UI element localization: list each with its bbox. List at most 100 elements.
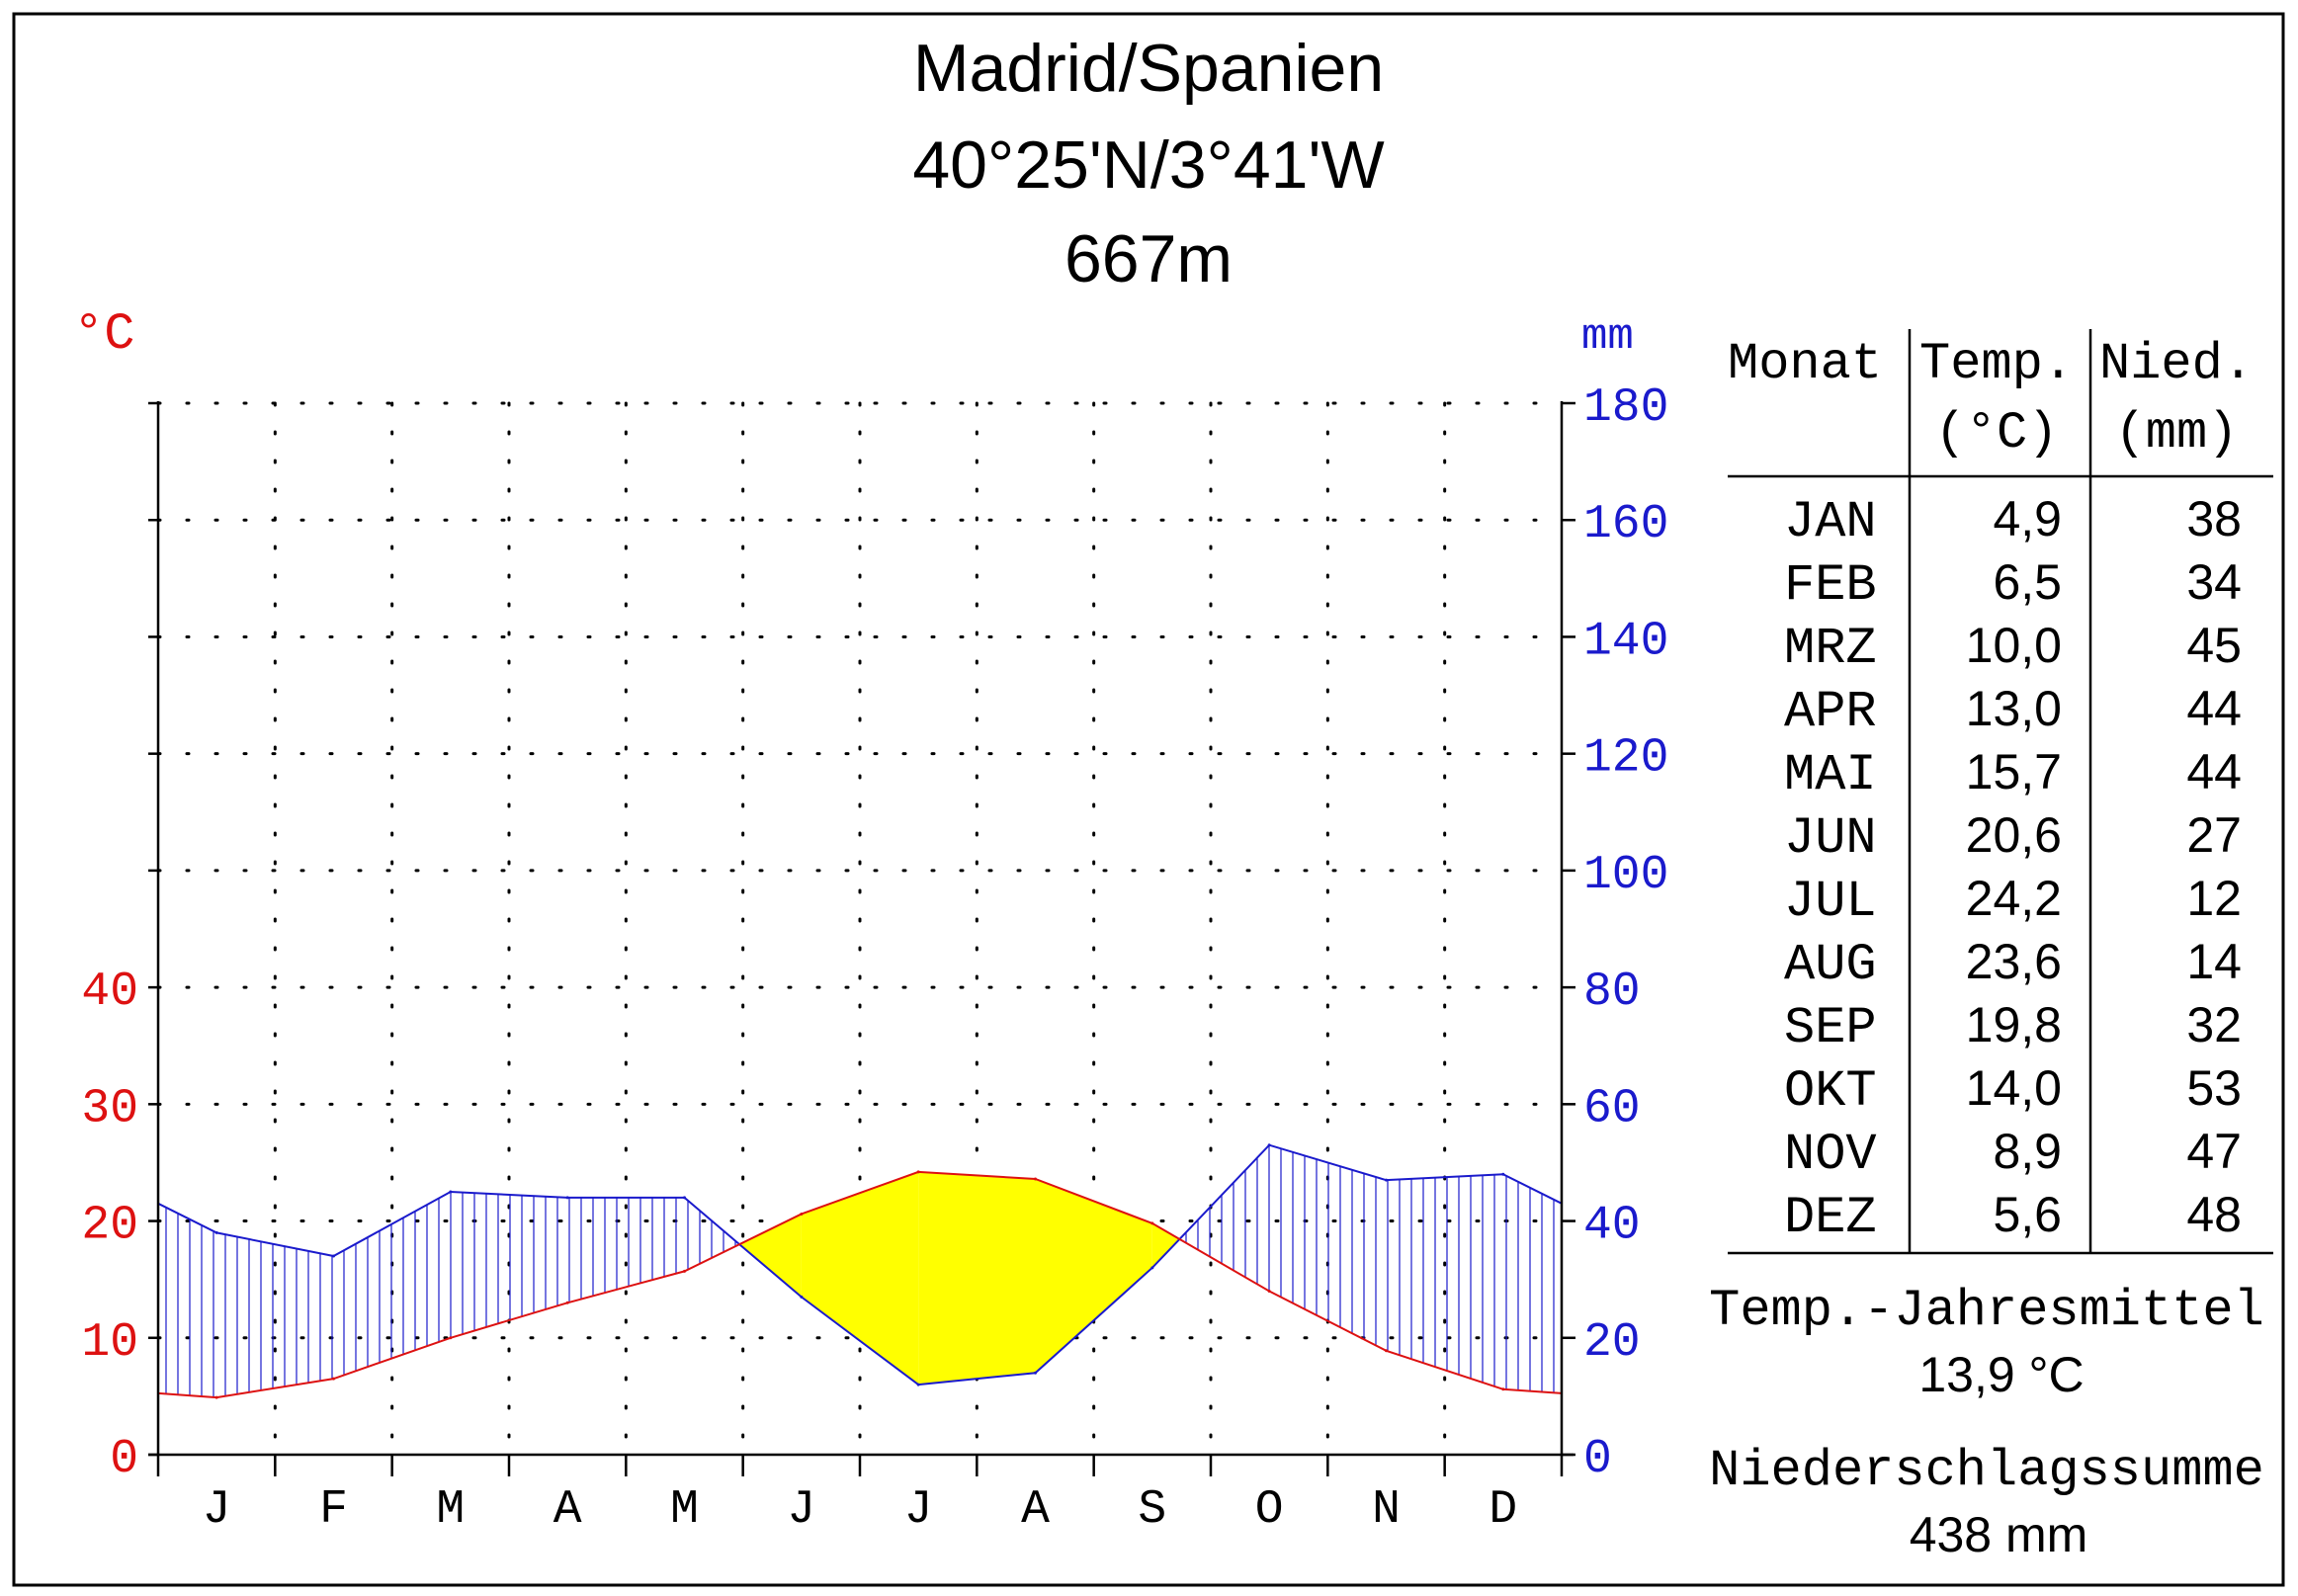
table-cell-prec: 14 (2186, 934, 2242, 989)
temperature-tick-label: 30 (81, 1082, 138, 1135)
table-cell-month: JAN (1784, 493, 1877, 551)
table-header-prec: Nied. (2099, 335, 2254, 393)
table-cell-month: FEB (1784, 556, 1877, 615)
temperature-tick-label: 40 (81, 966, 138, 1019)
precipitation-unit-label: mm (1581, 312, 1634, 362)
annual-prec-label: Niederschlagssumme (1709, 1442, 2264, 1500)
table-cell-month: JUN (1784, 809, 1877, 868)
table-cell-prec: 45 (2186, 618, 2242, 673)
table-header-month: Monat (1728, 335, 1882, 393)
table-cell-temp: 6,5 (1993, 554, 2062, 610)
table-row: APR 13,0 44 (1784, 681, 2242, 741)
month-label: M (436, 1483, 465, 1537)
precipitation-point (916, 1383, 920, 1386)
climate-table: Monat Temp. (°C) Nied. (mm) JAN 4,9 38 FEB 6… (1709, 329, 2273, 1562)
precipitation-point (1501, 1172, 1505, 1176)
temperature-point (1385, 1349, 1388, 1353)
table-cell-month: NOV (1784, 1126, 1877, 1184)
dry-season-area (1035, 1178, 1152, 1374)
temperature-point (214, 1395, 218, 1399)
month-label: D (1489, 1483, 1517, 1537)
precipitation-point (683, 1196, 686, 1200)
table-header-prec-unit: (mm) (2115, 404, 2239, 462)
month-label: J (203, 1483, 231, 1537)
table-cell-temp: 15,7 (1966, 744, 2062, 799)
table-row: DEZ 5,6 48 (1784, 1187, 2242, 1247)
temperature-point (1150, 1221, 1154, 1225)
precipitation-point (1267, 1143, 1271, 1147)
month-label: A (553, 1483, 582, 1537)
precipitation-point (449, 1190, 453, 1194)
table-cell-prec: 32 (2186, 997, 2242, 1052)
table-cell-prec: 12 (2186, 871, 2242, 926)
labels-layer: 0 10 20 30 40 0 20 40 60 80 100 120 140 160 180 J F M A M J J… (81, 381, 1668, 1537)
dry-season-area (1151, 1222, 1180, 1268)
precipitation-point (1034, 1371, 1037, 1375)
table-row: MAI 15,7 44 (1784, 744, 2242, 804)
axes-layer (148, 401, 1575, 1476)
temperature-point (1501, 1387, 1505, 1391)
table-cell-temp: 14,0 (1966, 1060, 2062, 1116)
chart-elevation: 667m (1064, 221, 1233, 296)
temperature-point (683, 1269, 686, 1273)
table-row: AUG 23,6 14 (1784, 934, 2242, 994)
month-label: A (1021, 1483, 1050, 1537)
table-row: JAN 4,9 38 (1784, 491, 2242, 551)
table-cell-temp: 19,8 (1966, 997, 2062, 1052)
table-cell-prec: 44 (2186, 744, 2242, 799)
table-row: SEP 19,8 32 (1784, 997, 2242, 1057)
table-cell-prec: 53 (2186, 1060, 2242, 1116)
table-cell-temp: 4,9 (1993, 491, 2062, 546)
precipitation-point (565, 1196, 569, 1200)
precipitation-tick-label: 80 (1583, 966, 1641, 1019)
data-layer (157, 1143, 1563, 1399)
table-cell-prec: 44 (2186, 681, 2242, 736)
table-row: JUL 24,2 12 (1784, 871, 2242, 931)
chart-coordinates: 40°25'N/3°41'W (912, 127, 1384, 203)
precipitation-point (1385, 1178, 1388, 1182)
annual-temp-value: 13,9 °C (1918, 1347, 2084, 1402)
temperature-line (157, 1170, 1563, 1399)
table-cell-month: MAI (1784, 746, 1877, 804)
month-label: M (670, 1483, 699, 1537)
temperature-point (449, 1336, 453, 1340)
table-row: NOV 8,9 47 (1784, 1124, 2242, 1184)
dry-season-area (739, 1214, 802, 1298)
table-header-temp: Temp. (1919, 335, 2074, 393)
precipitation-tick-label: 0 (1583, 1433, 1612, 1486)
table-cell-temp: 10,0 (1966, 618, 2062, 673)
chart-title: Madrid/Spanien (913, 31, 1384, 106)
month-label: N (1372, 1483, 1401, 1537)
table-cell-month: JUL (1784, 873, 1877, 931)
table-row: JUN 20,6 27 (1784, 807, 2242, 868)
table-cell-month: AUG (1784, 936, 1877, 994)
table-cell-prec: 38 (2186, 491, 2242, 546)
precipitation-tick-label: 160 (1583, 498, 1668, 551)
temperature-point (1034, 1177, 1037, 1181)
table-row: OKT 14,0 53 (1784, 1060, 2242, 1121)
table-cell-temp: 13,0 (1966, 681, 2062, 736)
temperature-tick-label: 10 (81, 1316, 138, 1370)
table-cell-temp: 5,6 (1993, 1187, 2062, 1242)
precipitation-line (157, 1143, 1563, 1386)
precipitation-point (214, 1230, 218, 1234)
precipitation-tick-label: 40 (1583, 1200, 1641, 1253)
precipitation-tick-label: 180 (1583, 381, 1668, 435)
table-row: FEB 6,5 34 (1784, 554, 2242, 615)
table-cell-month: MRZ (1784, 620, 1877, 678)
temperature-tick-label: 0 (110, 1433, 138, 1486)
month-label: S (1138, 1483, 1166, 1537)
temperature-point (1267, 1289, 1271, 1293)
table-cell-prec: 27 (2186, 807, 2242, 863)
table-rows: JAN 4,9 38 FEB 6,5 34 MRZ 10,0 45 APR 13,0 44 MAI 15,… (1784, 491, 2242, 1247)
precipitation-tick-label: 120 (1583, 732, 1668, 786)
temperature-point (332, 1377, 335, 1381)
grid-layer (156, 401, 1564, 1457)
precipitation-tick-label: 60 (1583, 1082, 1641, 1135)
table-row: MRZ 10,0 45 (1784, 618, 2242, 678)
month-label: J (904, 1483, 933, 1537)
table-cell-month: APR (1784, 683, 1877, 741)
table-header-temp-unit: (°C) (1935, 404, 2059, 462)
temperature-point (565, 1301, 569, 1304)
